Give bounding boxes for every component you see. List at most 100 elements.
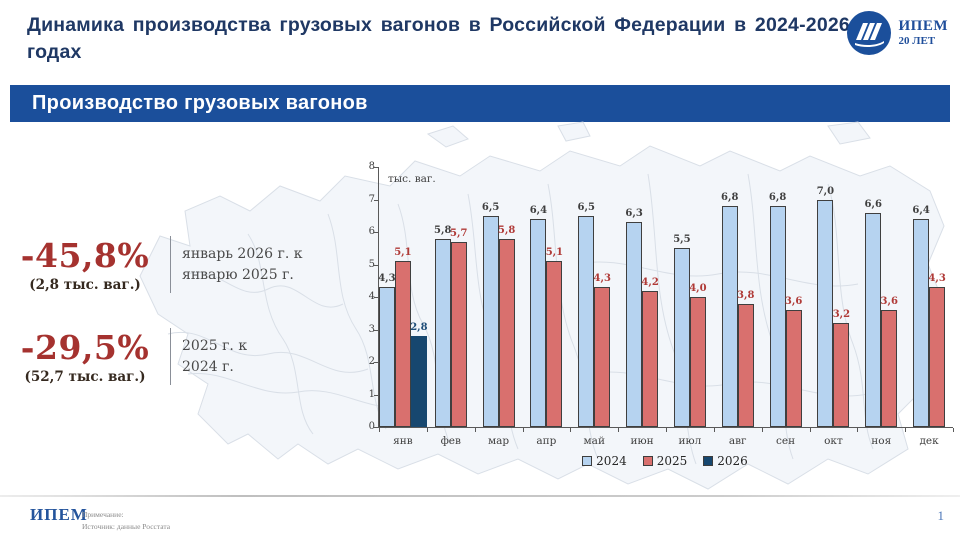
bar-label-2026-янв: 2,8: [410, 322, 428, 333]
y-axis-tick: [374, 297, 379, 298]
y-axis-tick: [374, 394, 379, 396]
y-axis-tick: [374, 427, 379, 428]
y-axis-tick-label: 1: [368, 388, 375, 400]
section-banner-title: Производство грузовых вагонов: [32, 92, 368, 114]
legend-swatch-2024: [582, 456, 593, 466]
bar-2025-окт: [833, 323, 850, 427]
legend-item-2025: 2025: [642, 454, 688, 468]
footer-notes: Примечание: Источник: данные Росстата: [82, 509, 170, 533]
bar-label-2025-янв: 5,1: [394, 247, 412, 259]
x-axis-tick: [379, 428, 380, 432]
stat-label-1: январь 2026 г. к январю 2025 г.: [170, 236, 303, 293]
bar-2026-янв: [410, 336, 427, 427]
bar-label-2024-мар: 6,5: [481, 201, 500, 213]
x-axis-tick: [761, 428, 763, 432]
y-axis-tick-label: 3: [368, 323, 375, 335]
bar-2025-авг: [737, 303, 754, 427]
x-axis-label-мар: мар: [487, 435, 510, 447]
footer-source: Источник: данные Росстата: [82, 522, 171, 531]
legend-label-2024: 2024: [596, 454, 627, 468]
ipem-logo-text: ИПЕМ 20 ЛЕТ: [899, 18, 949, 48]
y-axis-tick: [374, 199, 379, 201]
bar-2024-июн: [626, 222, 643, 427]
bar-label-2025-апр: 5,1: [545, 247, 564, 259]
bar-2024-авг: [721, 206, 738, 427]
stat-sub-2: (52,7 тыс. ваг.): [24, 369, 146, 385]
bar-2025-сен: [785, 310, 802, 427]
y-axis-tick: [374, 167, 379, 168]
bar-label-2024-июн: 6,3: [625, 208, 643, 220]
x-axis-tick: [953, 428, 954, 432]
x-axis-label-ноя: ноя: [871, 435, 892, 447]
bar-2024-сен: [769, 206, 786, 427]
page-title: Динамика производства грузовых вагонов в…: [27, 14, 850, 64]
bar-2025-мар: [498, 238, 515, 427]
legend-label-2026: 2026: [717, 454, 748, 468]
bar-label-2025-июн: 4,2: [641, 276, 659, 288]
y-axis-tick-label: 2: [368, 356, 375, 367]
legend-swatch-2026: [703, 456, 714, 466]
bar-2025-ноя: [881, 310, 898, 427]
section-banner: Производство грузовых вагонов: [10, 85, 950, 122]
bar-2024-апр: [530, 219, 547, 427]
bar-2025-янв: [394, 261, 411, 427]
y-axis-tick-label: 0: [368, 421, 375, 432]
y-axis-unit-label: тыс. ваг.: [388, 173, 436, 185]
x-axis-label-окт: окт: [824, 435, 843, 447]
x-axis-label-дек: дек: [919, 435, 939, 447]
y-axis-tick-label: 6: [368, 226, 375, 237]
bar-label-2025-май: 4,3: [593, 273, 611, 285]
x-axis-tick: [570, 428, 572, 432]
chart-plot-area: 0 1 2 3 4 5 6 7 8 4,3 5,1 2,8 янв 5,8 5,7 фев 6,5 5,8 мар 6…: [369, 161, 954, 447]
bar-label-2025-июл: 4,0: [689, 283, 707, 294]
x-axis-label-июн: июн: [630, 435, 654, 447]
footer-note-title: Примечание:: [82, 510, 124, 519]
x-axis-tick: [857, 428, 859, 432]
footer-divider: [0, 495, 960, 497]
bar-2025-июл: [689, 297, 706, 427]
legend-label-2025: 2025: [656, 454, 688, 468]
chart-legend: 2024 2025 2026: [378, 454, 952, 468]
bar-label-2025-фев: 5,7: [450, 227, 468, 239]
bar-label-2025-окт: 3,2: [832, 309, 851, 320]
stat-value-2: -29,5%: [20, 328, 150, 367]
logo-anniversary-label: 20 ЛЕТ: [898, 35, 936, 48]
x-axis-label-июл: июл: [678, 435, 702, 447]
x-axis-tick: [666, 428, 667, 432]
legend-item-2024: 2024: [582, 454, 627, 468]
stat-jan-2026-vs-2025: -45,8% (2,8 тыс. ваг.) январь 2026 г. к …: [12, 236, 303, 293]
bar-2025-апр: [546, 261, 563, 427]
bar-label-2024-май: 6,5: [577, 201, 595, 213]
bar-2025-май: [594, 287, 611, 427]
legend-swatch-2025: [642, 456, 653, 466]
bar-label-2025-дек: 4,3: [928, 273, 946, 285]
y-axis-tick: [374, 329, 379, 331]
bar-label-2024-окт: 7,0: [816, 185, 835, 197]
bar-2025-дек: [929, 287, 946, 427]
x-axis-label-авг: авг: [728, 435, 747, 447]
x-axis-label-апр: апр: [536, 435, 557, 447]
bar-label-2024-фев: 5,8: [434, 224, 452, 236]
bar-2025-фев: [450, 241, 467, 427]
bar-2024-ноя: [865, 212, 882, 427]
x-axis-tick: [426, 428, 428, 432]
legend-item-2026: 2026: [703, 454, 748, 468]
footer-org: ИПЕМ: [30, 505, 88, 524]
bar-2024-фев: [434, 238, 451, 427]
bar-label-2024-авг: 6,8: [721, 192, 739, 203]
y-axis-tick: [374, 362, 379, 363]
x-axis-label-май: май: [583, 435, 605, 447]
x-axis-tick: [809, 428, 811, 432]
bar-2024-янв: [378, 287, 395, 427]
y-axis-tick-label: 8: [368, 161, 375, 172]
bar-2024-мар: [482, 215, 499, 427]
bar-2024-дек: [913, 219, 930, 427]
bar-label-2024-апр: 6,4: [529, 205, 548, 216]
y-axis-tick: [374, 232, 379, 233]
y-axis-tick-label: 7: [368, 193, 375, 205]
bar-2025-июн: [642, 290, 659, 427]
production-chart: тыс. ваг. 0 1 2 3 4 5 6 7 8 4,3 5,1 2,8 янв 5,8 5,7 фев…: [362, 161, 954, 477]
x-axis-tick: [474, 428, 476, 432]
bar-label-2025-авг: 3,8: [737, 289, 755, 301]
